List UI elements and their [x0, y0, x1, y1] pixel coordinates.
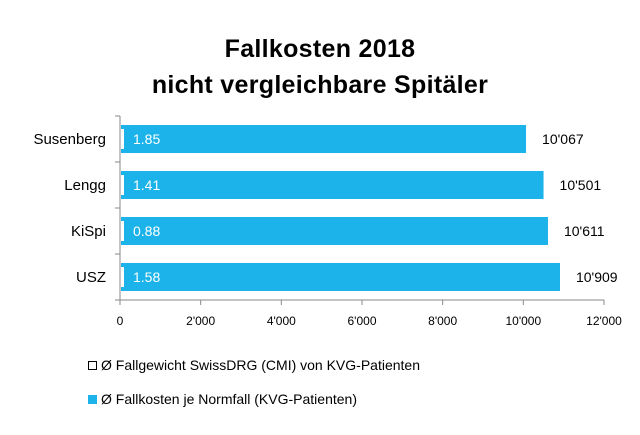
bar-fallkosten	[121, 125, 527, 153]
bar-fallkosten	[121, 217, 548, 245]
fallkosten-data-label: 10'501	[560, 177, 602, 193]
x-tick-label: 8'000	[428, 314, 457, 328]
cmi-data-label: 0.88	[133, 223, 160, 239]
bar-fallkosten	[121, 263, 560, 291]
bar-cmi	[121, 221, 124, 241]
legend-item-cmi: Ø Fallgewicht SwissDRG (CMI) von KVG-Pat…	[88, 356, 420, 374]
category-label: Lengg	[64, 177, 106, 194]
category-label: Susenberg	[33, 131, 106, 148]
category-label: USZ	[76, 269, 106, 286]
bar-fallkosten	[121, 171, 544, 199]
x-tick-label: 6'000	[348, 314, 377, 328]
x-tick-label: 2'000	[186, 314, 215, 328]
chart-title-line-2: nicht vergleichbare Spitäler	[151, 71, 489, 99]
x-tick-label: 10'000	[505, 314, 541, 328]
fallkosten-data-label: 10'909	[576, 269, 618, 285]
fallkosten-data-label: 10'067	[542, 131, 584, 147]
category-label: KiSpi	[71, 223, 106, 240]
legend-swatch-cmi	[88, 361, 97, 370]
bar-cmi	[121, 175, 124, 195]
cmi-data-label: 1.58	[133, 269, 160, 285]
bar-cmi	[121, 267, 124, 287]
x-tick-label: 12'000	[586, 314, 622, 328]
cmi-data-label: 1.41	[133, 177, 160, 193]
legend-item-fallkosten: Ø Fallkosten je Normfall (KVG-Patienten)	[88, 390, 357, 408]
legend-swatch-fallkosten	[88, 395, 97, 404]
x-tick-label: 0	[117, 314, 124, 328]
bar-cmi	[121, 129, 124, 149]
cmi-data-label: 1.85	[133, 131, 160, 147]
x-tick-label: 4'000	[267, 314, 296, 328]
legend-label-fallkosten: Ø Fallkosten je Normfall (KVG-Patienten)	[101, 391, 357, 407]
fallkosten-data-label: 10'611	[564, 223, 605, 239]
chart-title-line-1: Fallkosten 2018	[224, 35, 416, 63]
legend-label-cmi: Ø Fallgewicht SwissDRG (CMI) von KVG-Pat…	[101, 357, 420, 373]
